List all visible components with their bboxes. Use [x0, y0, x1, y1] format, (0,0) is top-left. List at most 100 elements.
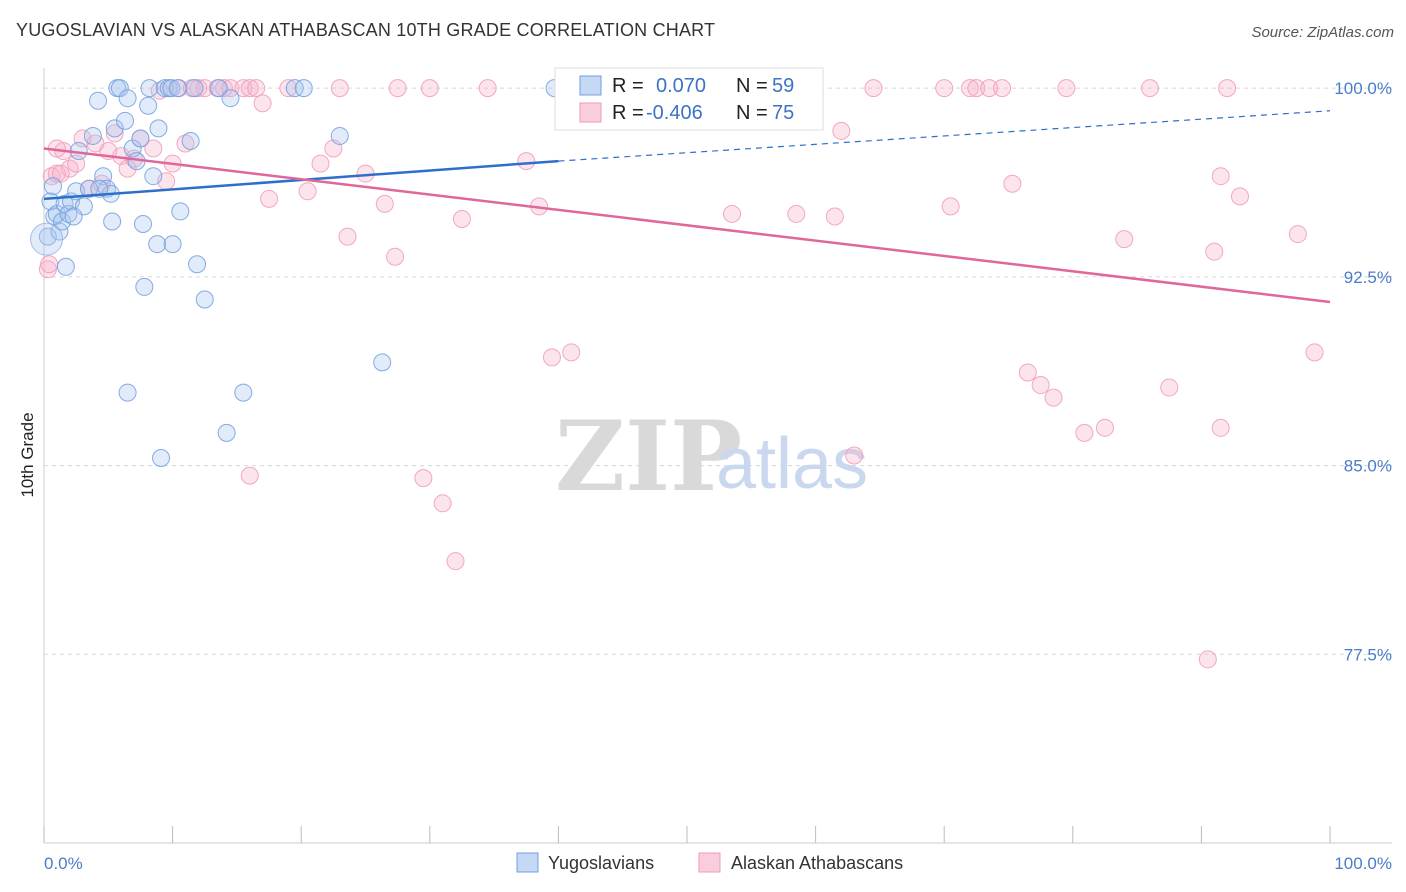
- yugoslavian-point-28: [134, 215, 153, 234]
- yugoslavian-point-56: [118, 383, 137, 402]
- alaskan-athabascan-point-13: [118, 159, 137, 178]
- alaskan-athabascan-point-74: [1305, 343, 1324, 362]
- alaskan-athabascan-point-43: [478, 79, 497, 98]
- yugoslavian-point-19: [103, 212, 122, 231]
- yugoslavian-point-20: [105, 119, 124, 138]
- alaskan-athabascan-point-46: [542, 348, 561, 367]
- yugoslavian-trend-extension: [558, 110, 1331, 162]
- alaskan-athabascan-point-75: [240, 466, 259, 485]
- alaskan-athabascan-point-21: [176, 134, 195, 153]
- yugoslavian-point-23: [116, 111, 135, 130]
- legend-swatch-alaskan-athabascans: [698, 852, 721, 873]
- alaskan-athabascan-point-16: [144, 139, 163, 158]
- alaskan-athabascan-point-32: [260, 189, 279, 208]
- chart-title: YUGOSLAVIAN VS ALASKAN ATHABASCAN 10TH G…: [16, 20, 716, 40]
- alaskan-athabascan-point-55: [941, 197, 960, 216]
- yugoslavian-point-48: [234, 383, 253, 402]
- alaskan-athabascan-point-54: [935, 79, 954, 98]
- x-tick-label-min: 0.0%: [44, 854, 83, 873]
- yugoslavian-point-31: [140, 79, 159, 98]
- alaskan-athabascan-point-64: [1095, 418, 1114, 437]
- alaskan-athabascan-point-51: [825, 207, 844, 226]
- yugoslavian-point-55: [90, 179, 109, 198]
- chart-source: Source: ZipAtlas.com: [1251, 24, 1394, 41]
- series-alaskan-athabascans: [38, 79, 1324, 669]
- stats-r-value-blue: 0.070: [656, 75, 706, 97]
- alaskan-athabascan-point-72: [1230, 187, 1249, 206]
- watermark-zip: ZIP: [555, 400, 742, 513]
- stats-r-value-pink: -0.406: [646, 102, 703, 124]
- alaskan-athabascan-point-35: [311, 154, 330, 173]
- alaskan-athabascan-point-47: [562, 343, 581, 362]
- alaskan-athabascan-point-65: [1115, 230, 1134, 249]
- yugoslavian-point-0: [38, 227, 57, 246]
- yugoslavian-point-52: [373, 353, 392, 372]
- alaskan-athabascan-point-28: [234, 79, 253, 98]
- alaskan-athabascan-point-63: [1057, 79, 1076, 98]
- series-yugoslavians: [30, 79, 564, 468]
- alaskan-athabascan-point-77: [433, 494, 452, 513]
- alaskan-athabascan-point-78: [446, 552, 465, 571]
- yugoslavian-point-33: [148, 235, 167, 254]
- alaskan-athabascan-point-50: [787, 204, 806, 223]
- alaskan-athabascan-point-37: [330, 79, 349, 98]
- yugoslavian-point-30: [139, 96, 158, 115]
- alaskan-athabascan-point-66: [1140, 79, 1159, 98]
- legend-swatch-yugoslavians: [516, 852, 539, 873]
- x-ticks: [43, 826, 1331, 843]
- alaskan-athabascan-point-73: [1288, 225, 1307, 244]
- x-tick-label-max: 100.0%: [1334, 854, 1392, 873]
- y-axis-title: 10th Grade: [18, 412, 37, 497]
- alaskan-athabascan-point-79: [845, 446, 864, 465]
- yugoslavian-point-57: [56, 257, 75, 276]
- yugoslavian-point-50: [294, 79, 313, 98]
- alaskan-athabascan-point-41: [420, 79, 439, 98]
- yugoslavian-point-46: [217, 423, 236, 442]
- stats-n-value-blue: 59: [772, 75, 794, 97]
- yugoslavian-point-51: [330, 126, 349, 145]
- yugoslavian-point-34: [149, 119, 168, 138]
- alaskan-athabascan-point-67: [1160, 378, 1179, 397]
- stats-legend: R = 0.070 N = 59 R = -0.406 N = 75: [554, 67, 824, 131]
- alaskan-athabascan-point-57: [967, 79, 986, 98]
- y-tick-label-1: 92.5%: [1344, 268, 1392, 287]
- alaskan-athabascan-point-68: [1198, 650, 1217, 669]
- stats-swatch-blue: [579, 75, 602, 96]
- y-tick-label-3: 77.5%: [1344, 645, 1392, 664]
- alaskan-athabascan-point-83: [1003, 174, 1022, 193]
- alaskan-athabascan-point-60: [1018, 363, 1037, 382]
- yugoslavian-point-32: [144, 167, 163, 186]
- yugoslavian-point-27: [131, 129, 150, 148]
- alaskan-athabascan-point-31: [253, 94, 272, 113]
- alaskan-athabascan-point-61: [1031, 376, 1050, 395]
- yugoslavian-point-24: [118, 89, 137, 108]
- yugoslavian-point-38: [162, 79, 181, 98]
- watermark: ZIP atlas: [555, 400, 868, 513]
- yugoslavian-point-6: [53, 212, 72, 231]
- yugoslavian-point-35: [152, 449, 171, 468]
- stats-swatch-pink: [579, 102, 602, 123]
- y-tick-labels: 100.0% 92.5% 85.0% 77.5%: [1334, 79, 1392, 664]
- alaskan-athabascan-point-49: [723, 204, 742, 223]
- alaskan-athabascan-point-85: [386, 247, 405, 266]
- yugoslavian-point-39: [163, 235, 182, 254]
- stats-r-label-pink: R =: [612, 102, 644, 124]
- yugoslavian-point-43: [188, 255, 207, 274]
- yugoslavian-point-29: [135, 277, 154, 296]
- yugoslavian-point-large: [30, 222, 64, 256]
- yugoslavian-point-40: [168, 79, 187, 98]
- yugoslavian-point-36: [155, 79, 174, 98]
- alaskan-athabascan-point-84: [1075, 423, 1094, 442]
- series-legend: Yugoslavians Alaskan Athabascans: [516, 852, 903, 873]
- yugoslavian-point-44: [195, 290, 214, 309]
- yugoslavian-point-47: [221, 89, 240, 108]
- yugoslavian-point-15: [89, 91, 108, 110]
- stats-r-label-blue: R =: [612, 75, 644, 97]
- alaskan-athabascan-point-76: [414, 469, 433, 488]
- yugoslavian-point-49: [285, 79, 304, 98]
- alaskan-athabascan-point-53: [864, 79, 883, 98]
- alaskan-athabascan-point-71: [1218, 79, 1237, 98]
- yugoslavian-point-14: [83, 126, 102, 145]
- trend-lines: [43, 110, 1331, 304]
